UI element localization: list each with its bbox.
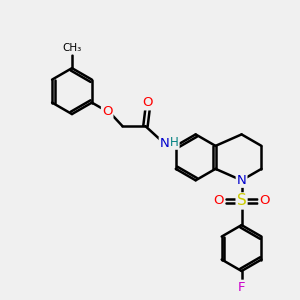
Text: N: N (160, 137, 170, 150)
Text: H: H (170, 136, 179, 149)
Text: S: S (237, 194, 246, 208)
Text: F: F (238, 281, 245, 294)
Text: O: O (142, 96, 153, 110)
Text: N: N (237, 174, 246, 187)
Text: O: O (102, 105, 112, 118)
Text: O: O (260, 194, 270, 207)
Text: O: O (213, 194, 224, 207)
Text: CH₃: CH₃ (62, 44, 82, 53)
